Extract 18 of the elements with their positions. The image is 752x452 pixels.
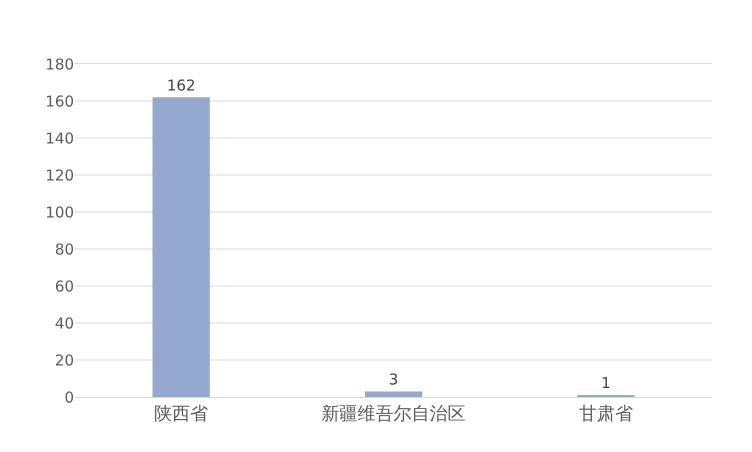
y-tick-label: 80	[54, 240, 74, 258]
y-tick-label: 120	[45, 166, 74, 184]
bar	[364, 391, 422, 397]
data-label: 162	[166, 76, 196, 94]
data-label: 3	[388, 370, 398, 388]
x-tick-label: 陕西省	[154, 404, 208, 425]
y-tick-label: 60	[54, 277, 74, 296]
y-tick-label: 180	[45, 55, 74, 74]
y-tick-label: 0	[64, 388, 74, 406]
y-tick-label: 140	[45, 129, 74, 148]
y-tick-label: 20	[54, 351, 74, 370]
data-label: 1	[601, 374, 611, 392]
y-tick-label: 160	[45, 92, 74, 110]
y-tick-label: 100	[45, 203, 74, 222]
x-tick-label: 甘肃省	[578, 404, 633, 425]
y-tick-label: 40	[54, 314, 74, 332]
x-tick-label: 新疆维吾尔自治区	[322, 404, 466, 425]
bar	[152, 97, 210, 397]
